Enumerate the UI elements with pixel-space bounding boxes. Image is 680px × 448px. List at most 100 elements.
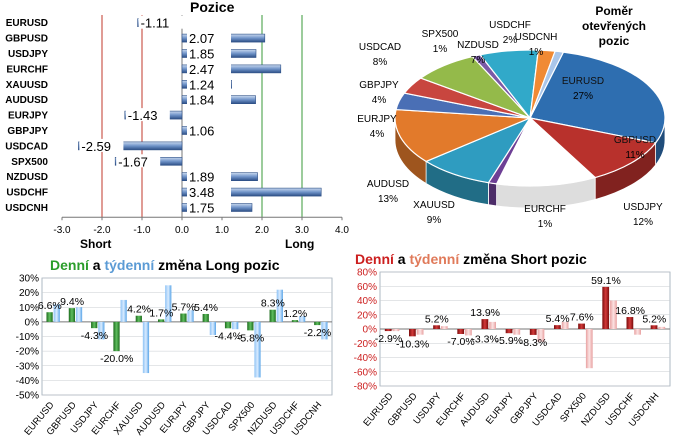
- daily-value-label: -10.3%: [396, 338, 429, 350]
- short-title-part-rest: změna Short pozic: [459, 251, 587, 267]
- daily-change-bar: [602, 286, 610, 329]
- daily-change-bar: [269, 309, 276, 322]
- value-label-bg: [187, 200, 231, 214]
- position-bar: [181, 187, 322, 197]
- daily-change-bar: [578, 323, 585, 329]
- long-changes-title: Denní a týdenní změna Long pozic: [50, 257, 280, 273]
- daily-value-label: 5.7%: [172, 302, 196, 314]
- pie-slice-label: EURJPY: [357, 114, 397, 125]
- long-title-part-and: a: [89, 257, 105, 273]
- value-label-bg: [138, 15, 183, 29]
- y-tick-label: -50%: [16, 391, 39, 402]
- weekly-change-bar: [392, 329, 400, 332]
- pie-slice-percent: 2%: [503, 35, 518, 46]
- pie-slice-percent: 11%: [625, 150, 644, 161]
- weekly-change-bar: [465, 329, 472, 336]
- position-value-label: 1.06: [189, 124, 214, 139]
- daily-change-bar: [481, 319, 489, 329]
- pie-slice-label: GBPUSD: [614, 135, 656, 146]
- position-value-label: 1.75: [189, 201, 214, 216]
- daily-value-label: -2.2%: [304, 327, 331, 339]
- pie-slice-percent: 7%: [471, 55, 486, 66]
- position-value-label: 1.85: [189, 47, 214, 62]
- pie-slice-label: SPX500: [422, 29, 459, 40]
- pie-slice: [394, 108, 531, 163]
- daily-change-bar: [135, 315, 142, 322]
- pie-slice-label: EURCHF: [524, 204, 566, 215]
- daily-value-label: 9.4%: [60, 296, 84, 308]
- pie-slice-percent: 4%: [372, 95, 387, 106]
- daily-value-label: -20.0%: [100, 353, 133, 365]
- daily-value-label: 8.3%: [261, 298, 285, 310]
- daily-change-bar: [457, 329, 465, 334]
- weekly-change-bar: [634, 329, 641, 335]
- category-label: NZDUSD: [6, 172, 48, 183]
- weekly-change-bar: [321, 321, 328, 340]
- pie-slice-percent: 27%: [573, 91, 593, 102]
- position-value-label: -1.11: [141, 16, 170, 31]
- long-title-part-weekly: týdenní: [104, 257, 155, 273]
- position-value-label: -1.67: [118, 154, 148, 169]
- pie-slice-label: AUDUSD: [367, 179, 409, 190]
- daily-change-bar: [158, 319, 165, 322]
- y-tick-label: -40%: [16, 376, 39, 387]
- category-label: AUDUSD: [5, 95, 48, 106]
- weekly-change-bar: [142, 321, 150, 374]
- value-label-bg: [116, 154, 161, 168]
- weekly-change-bar: [561, 321, 569, 329]
- position-value-label: -2.59: [81, 139, 111, 154]
- y-tick-label: 40%: [357, 296, 377, 307]
- y-tick-label: 0%: [25, 317, 40, 328]
- pie-slice-percent: 12%: [633, 217, 653, 228]
- pie-slice-label: XAUUSD: [413, 200, 455, 211]
- weekly-change-bar: [187, 310, 194, 322]
- daily-change-bar: [68, 308, 76, 322]
- daily-change-bar: [291, 320, 299, 322]
- long-changes-chart: 30%20%10%0%-10%-20%-30%-40%-50%EURUSDGBP…: [16, 274, 333, 438]
- category-label: EURUSD: [6, 18, 48, 29]
- pie-slice-label: USDCAD: [359, 42, 401, 53]
- daily-value-label: -3.3%: [471, 333, 498, 345]
- pie-slice-percent: 4%: [370, 129, 385, 140]
- daily-value-label: 5.2%: [425, 313, 449, 325]
- daily-value-label: -2.9%: [375, 333, 402, 345]
- weekly-change-bar: [440, 326, 448, 329]
- daily-value-label: 13.9%: [470, 307, 500, 319]
- pie-slice-percent: 1%: [529, 47, 544, 58]
- short-axis-label: Short: [80, 237, 111, 251]
- short-changes-title: Denní a týdenní změna Short pozic: [355, 251, 587, 267]
- daily-change-bar: [224, 321, 232, 329]
- position-value-label: 3.48: [189, 185, 214, 200]
- daily-change-bar: [626, 317, 634, 329]
- pie-chart: EURUSD 27% GBPUSD 11% USDJPY 12% EURCHF 1% XAUUS…: [357, 20, 666, 230]
- category-label: GBPJPY: [7, 126, 48, 137]
- daily-change-bar: [384, 329, 392, 332]
- pie-slice: [495, 117, 597, 187]
- y-tick-label: -40%: [354, 353, 377, 364]
- x-tick-label: 3.0: [295, 225, 309, 236]
- value-label-bg: [79, 138, 124, 152]
- daily-change-bar: [554, 325, 561, 329]
- daily-change-bar: [650, 325, 658, 329]
- y-tick-label: 80%: [357, 268, 377, 279]
- daily-value-label: 16.8%: [615, 305, 645, 317]
- daily-change-bar: [180, 313, 187, 322]
- x-tick-label: -3.0: [53, 225, 71, 236]
- category-label: EURJPY: [8, 111, 48, 122]
- x-tick-label: -1.0: [133, 225, 151, 236]
- daily-value-label: 5.4%: [546, 313, 570, 325]
- position-value-label: 1.89: [189, 170, 214, 185]
- daily-value-label: -4.3%: [81, 330, 108, 342]
- category-label: GBPUSD: [5, 34, 48, 45]
- daily-value-label: 5.2%: [642, 313, 666, 325]
- weekly-change-bar: [75, 307, 83, 322]
- y-tick-label: -30%: [16, 361, 39, 372]
- long-title-part-rest: změna Long pozic: [154, 257, 279, 273]
- daily-value-label: 4.2%: [127, 304, 151, 316]
- weekly-change-bar: [53, 304, 60, 322]
- weekly-change-bar: [416, 329, 424, 335]
- pie-slice-label: USDCHF: [489, 20, 531, 31]
- positions-chart: -3.0 -2.0 -1.0 0.0 1.0 2.0 3.0 4.0 EURUSD -1.11 GB…: [5, 15, 349, 236]
- long-axis-label: Long: [285, 237, 314, 251]
- weekly-change-bar: [232, 321, 239, 330]
